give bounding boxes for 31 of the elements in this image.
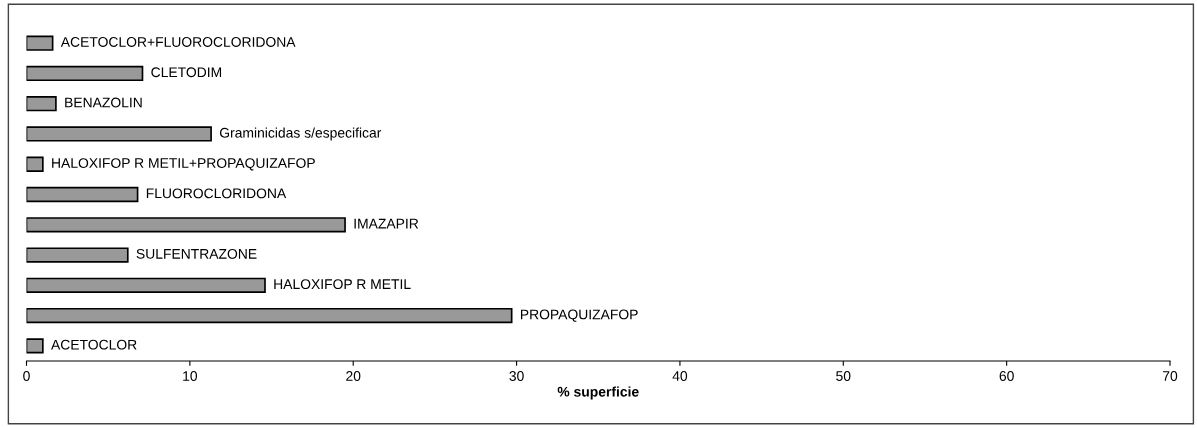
bar xyxy=(26,126,212,142)
x-tick-label: 10 xyxy=(183,371,198,381)
x-axis-title: % superficie xyxy=(557,386,639,400)
y-tick-label: Graminicidas s/especificar xyxy=(219,127,382,141)
y-tick-label: IMAZAPIR xyxy=(354,218,419,229)
y-tick-label: PROPAQUIZAFOP xyxy=(520,309,638,322)
bar xyxy=(26,156,44,172)
y-tick-label: HALOXIFOP R METIL xyxy=(274,279,411,290)
x-tick-label: 30 xyxy=(509,371,524,381)
x-tick-label: 0 xyxy=(23,371,30,381)
bar xyxy=(26,96,57,112)
x-tick-label: 20 xyxy=(346,371,361,381)
bar xyxy=(26,247,129,263)
y-tick-label: ACETOCLOR+FLUOROCLORIDONA xyxy=(60,37,296,47)
bar xyxy=(26,35,54,51)
x-tick-label: 70 xyxy=(1162,371,1178,381)
y-tick-label: FLUOROCLORIDONA xyxy=(146,188,287,199)
x-tick-label: 50 xyxy=(836,371,851,381)
bar xyxy=(26,217,346,233)
y-tick-label: SULFENTRAZONE xyxy=(136,248,257,259)
x-tick-label: 60 xyxy=(999,371,1014,381)
bar xyxy=(26,186,139,203)
bar xyxy=(26,65,144,82)
y-tick-label: ACETOCLOR xyxy=(51,339,137,350)
bar xyxy=(26,338,44,354)
y-tick-label: BENAZOLIN xyxy=(65,97,142,108)
x-tick-label: 40 xyxy=(672,371,688,381)
bar xyxy=(26,277,266,293)
y-tick-label: HALOXIFOP R METIL+PROPAQUIZAFOP xyxy=(52,158,315,171)
y-tick-label: CLETODIM xyxy=(151,67,222,78)
bar xyxy=(26,307,513,324)
